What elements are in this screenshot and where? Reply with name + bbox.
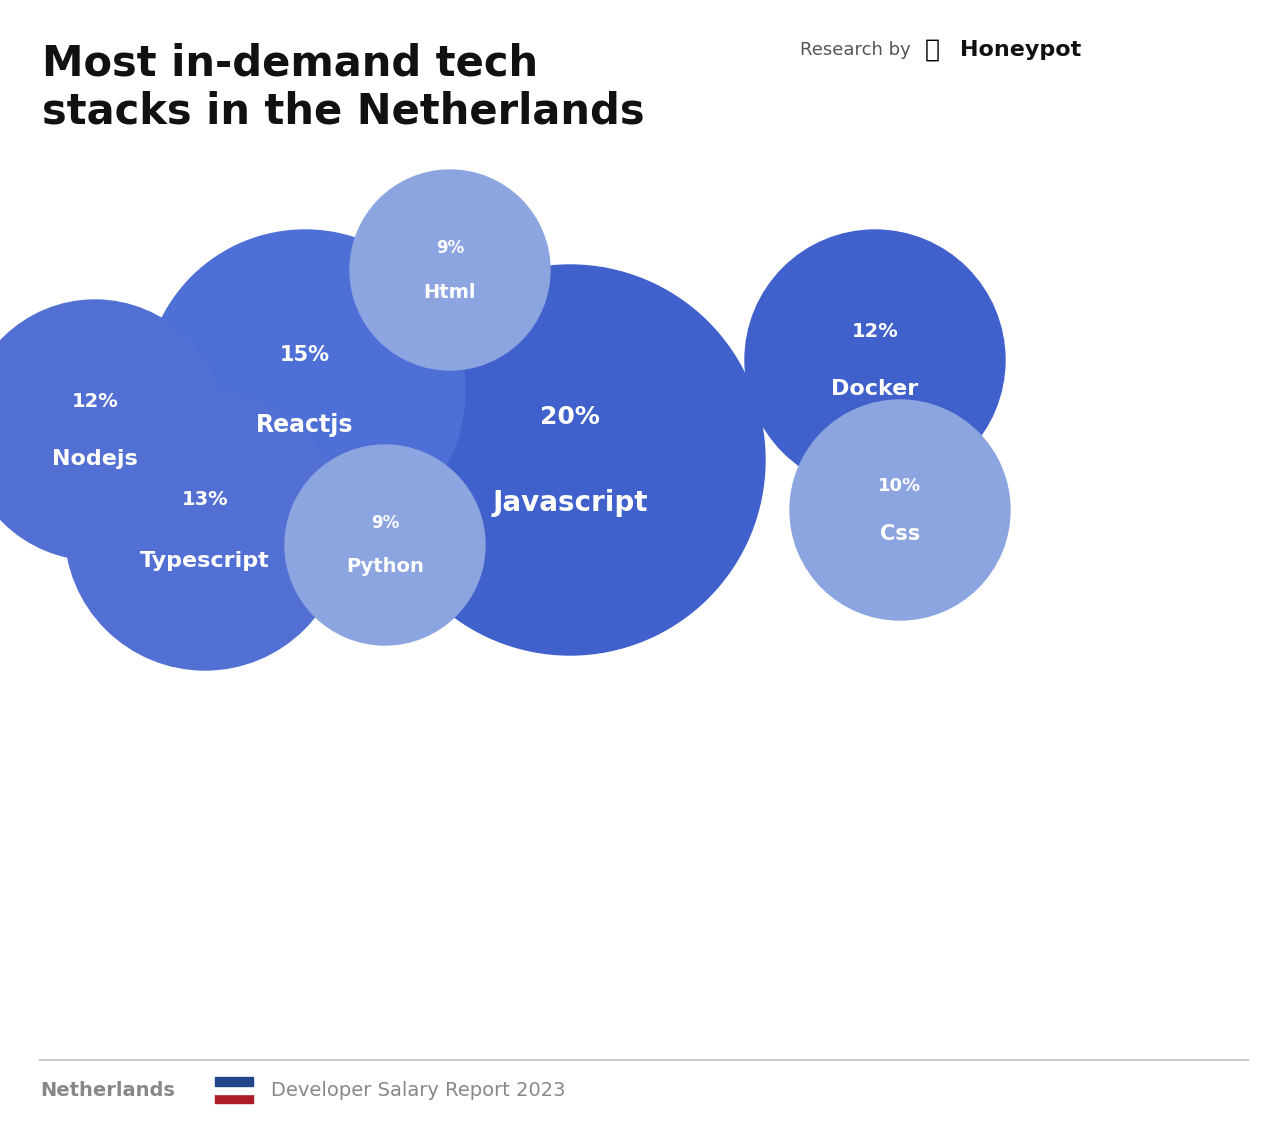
Text: Python: Python [346,557,424,576]
Text: 20%: 20% [540,405,600,429]
Text: 10%: 10% [878,477,921,495]
Circle shape [375,265,765,656]
Text: Most in-demand tech: Most in-demand tech [43,42,538,84]
Text: Javascript: Javascript [492,489,648,517]
Circle shape [146,230,465,550]
FancyBboxPatch shape [215,1085,252,1094]
Text: Css: Css [880,524,920,544]
Text: Netherlands: Netherlands [40,1081,175,1099]
Text: Research by: Research by [800,41,911,58]
FancyBboxPatch shape [215,1094,252,1102]
FancyBboxPatch shape [215,1077,252,1085]
Text: Html: Html [424,283,477,301]
Text: Honeypot: Honeypot [960,40,1081,60]
Text: 🍯: 🍯 [925,38,940,62]
Text: Reactjs: Reactjs [256,414,354,438]
Text: stacks in the Netherlands: stacks in the Netherlands [43,91,644,132]
Text: Typescript: Typescript [140,551,270,571]
Text: 13%: 13% [182,489,228,509]
Circle shape [64,390,345,670]
Text: Developer Salary Report 2023: Developer Salary Report 2023 [270,1081,565,1099]
Circle shape [744,230,1005,490]
Text: 12%: 12% [851,322,898,340]
Text: 15%: 15% [279,345,330,364]
Text: Docker: Docker [831,378,918,399]
Text: 9%: 9% [435,240,464,257]
Circle shape [0,300,225,560]
Circle shape [350,170,550,370]
Circle shape [790,400,1010,620]
Text: Nodejs: Nodejs [52,448,138,469]
Text: 9%: 9% [371,515,399,532]
Circle shape [285,445,486,645]
Text: 12%: 12% [72,392,118,411]
